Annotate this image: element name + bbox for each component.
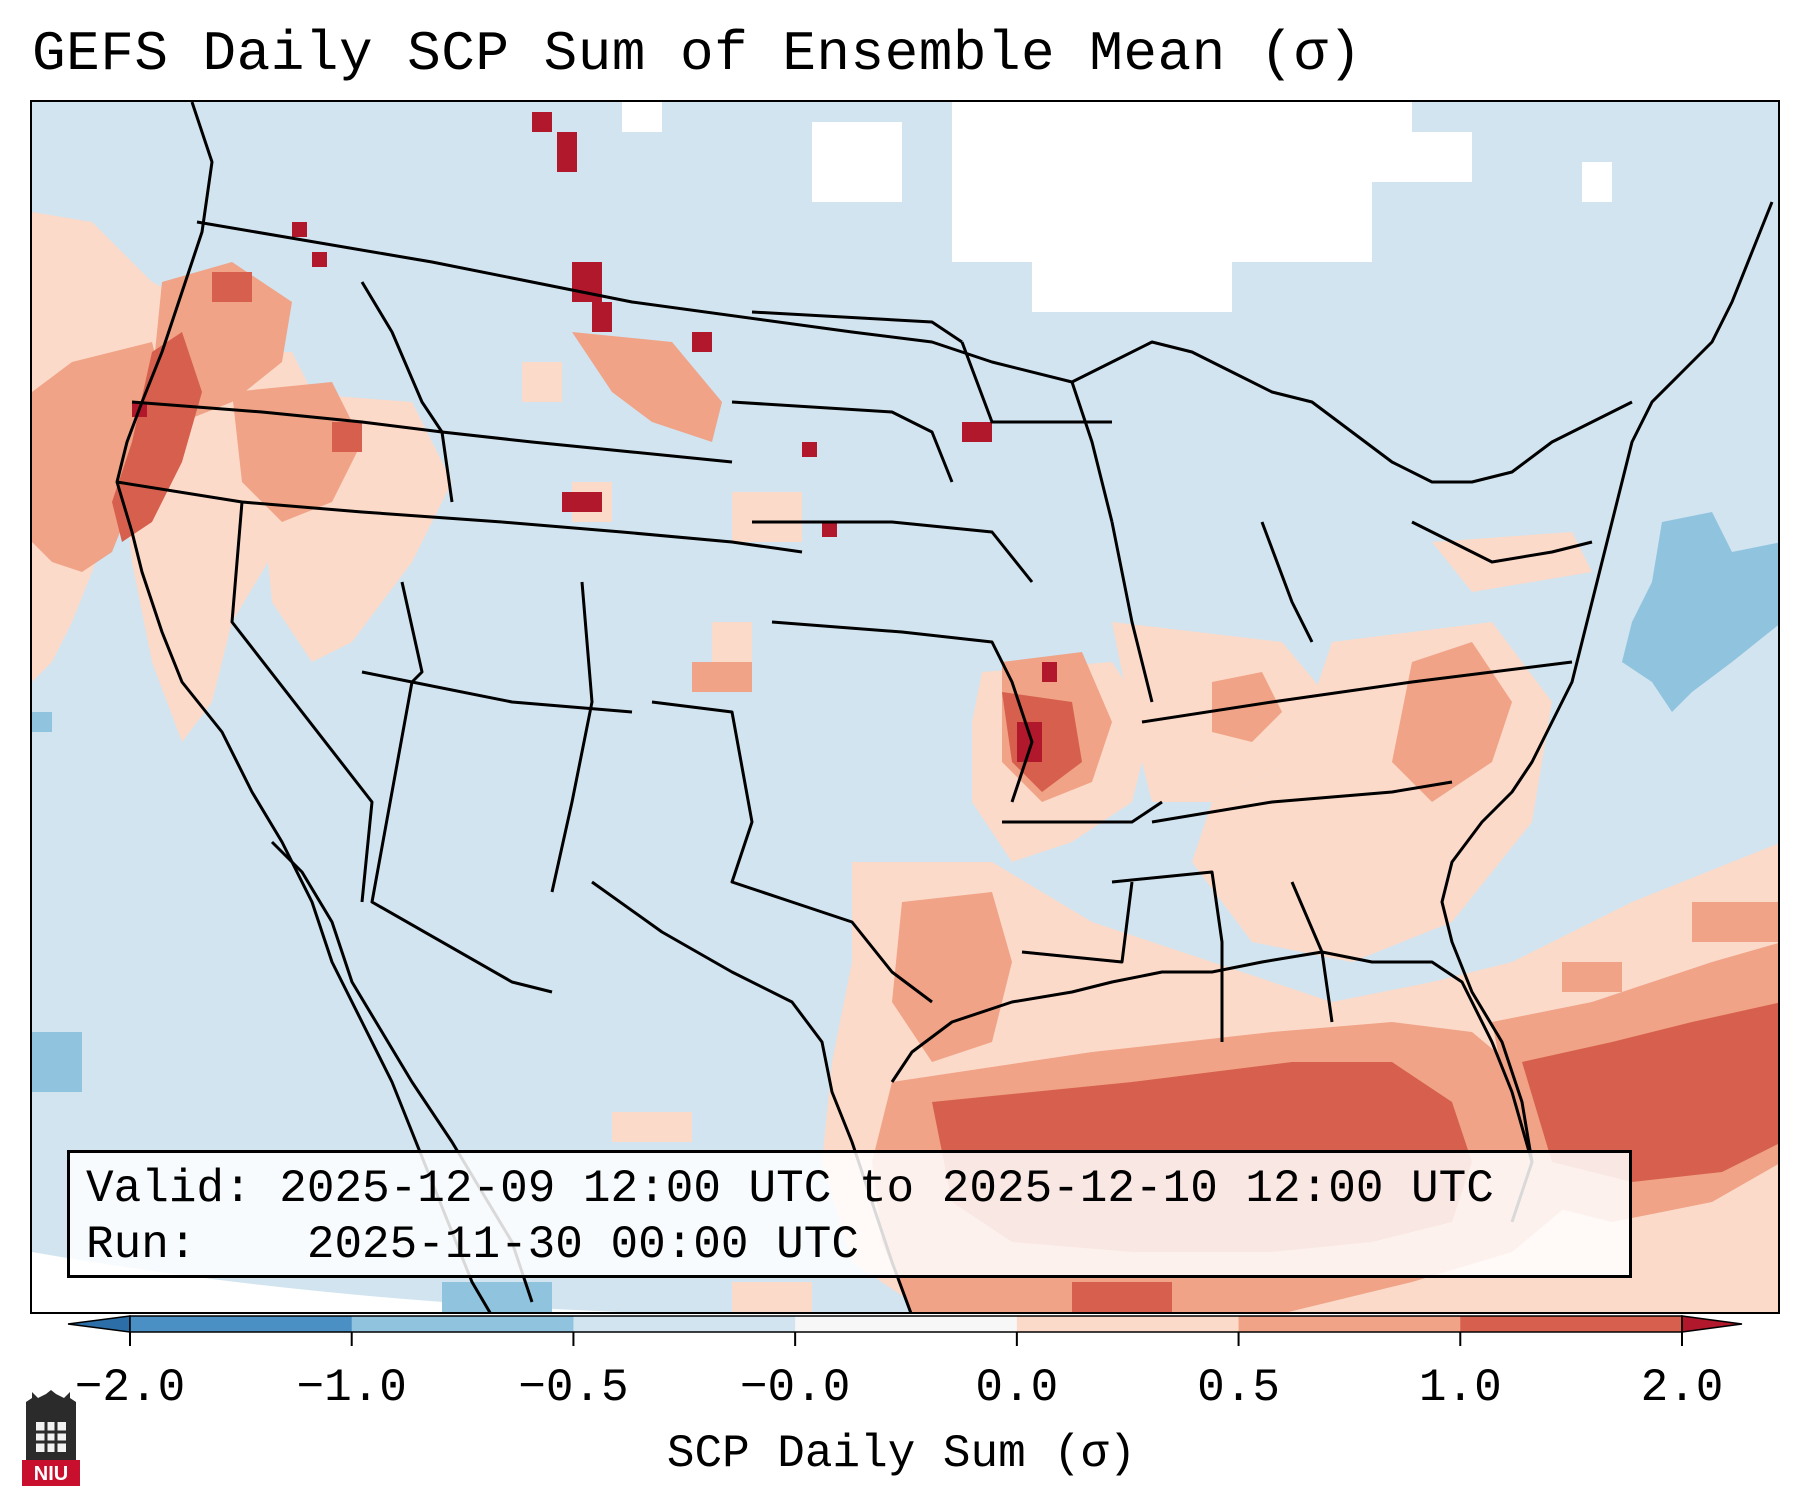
conus-map xyxy=(32,102,1778,1312)
west-coastline xyxy=(115,102,492,1312)
state-line-sd-ne xyxy=(731,400,954,483)
state-line-ca-nv xyxy=(230,501,374,903)
colorbar-tick-label: −1.0 xyxy=(296,1362,407,1414)
colorbar-tick-label: −0.0 xyxy=(739,1362,851,1414)
state-line-mt-wy xyxy=(441,430,733,464)
state-line-mo-ar xyxy=(1002,800,1163,824)
state-line-al-ga xyxy=(1290,881,1334,1023)
state-line-oh-pa xyxy=(1260,521,1314,643)
state-line-ia-mn xyxy=(960,341,1112,424)
chart-title: GEFS Daily SCP Sum of Ensemble Mean (σ) xyxy=(32,22,1363,86)
valid-time-range: 2025-12-09 12:00 UTC to 2025-12-10 12:00… xyxy=(279,1163,1494,1215)
run-time: 2025-11-30 00:00 UTC xyxy=(306,1219,859,1271)
state-line-or-wa xyxy=(131,400,443,434)
colorbar-tick-label: −0.5 xyxy=(518,1362,629,1414)
colorbar-segment xyxy=(1238,1316,1461,1332)
colorbar-segment xyxy=(573,1316,796,1332)
state-line-id-mt xyxy=(360,281,454,503)
state-line-az-nm xyxy=(361,670,633,714)
state-line-ne-ks xyxy=(752,520,1034,583)
validity-info-box: Valid: 2025-12-09 12:00 UTC to 2025-12-1… xyxy=(67,1150,1632,1278)
colorbar-outline xyxy=(129,1315,1683,1333)
colorbar-tick-label: 0.0 xyxy=(975,1362,1059,1414)
state-line-il-in xyxy=(1110,521,1154,703)
colorbar-extend-high xyxy=(1681,1315,1743,1333)
canada-border xyxy=(196,220,1073,384)
state-line-wi-mi xyxy=(1070,381,1114,523)
colorbar-extend-low xyxy=(67,1315,131,1333)
great-lakes-border xyxy=(1071,340,1633,484)
colorbar-tick-label: 1.0 xyxy=(1418,1362,1502,1414)
niu-logo-text: NIU xyxy=(34,1463,68,1485)
colorbar-segment xyxy=(795,1316,1018,1332)
colorbar-segment xyxy=(1016,1316,1240,1332)
state-line-ms-al xyxy=(1111,870,1224,1042)
colorbar-segment xyxy=(130,1316,353,1332)
colorbar-tick-label: 2.0 xyxy=(1640,1362,1724,1414)
state-line-co-ks xyxy=(550,581,594,893)
state-line-or-ca xyxy=(116,480,503,524)
state-line-ar-la xyxy=(1021,881,1134,964)
niu-logo-icon: NIU xyxy=(22,1390,80,1486)
colorbar-segment xyxy=(1460,1316,1683,1332)
state-line-wy-co xyxy=(501,520,803,554)
colorbar-tick-label: 0.5 xyxy=(1197,1362,1280,1414)
state-line-ok-tx xyxy=(771,620,1034,803)
state-line-tn-nc xyxy=(1151,780,1453,824)
state-line-nm-tx xyxy=(651,700,933,1004)
florida-atlantic-coast xyxy=(1440,201,1774,1163)
colorbar-label: SCP Daily Sum (σ) xyxy=(666,1428,1137,1480)
valid-label: Valid: xyxy=(86,1163,252,1215)
colorbar-segment xyxy=(351,1316,574,1332)
state-line-ky-tn xyxy=(1141,660,1573,724)
state-line-ny-pa xyxy=(1411,520,1593,564)
negative-anomaly-areas xyxy=(32,512,1778,1312)
map-panel xyxy=(30,100,1780,1314)
gulf-coast-north xyxy=(890,950,1534,1223)
colorbar-tick-label: −2.0 xyxy=(74,1362,186,1414)
state-line-ut-az xyxy=(370,581,553,994)
colorbar xyxy=(67,1315,1743,1346)
state-line-nd-sd xyxy=(751,310,963,344)
run-label: Run: xyxy=(86,1219,197,1271)
